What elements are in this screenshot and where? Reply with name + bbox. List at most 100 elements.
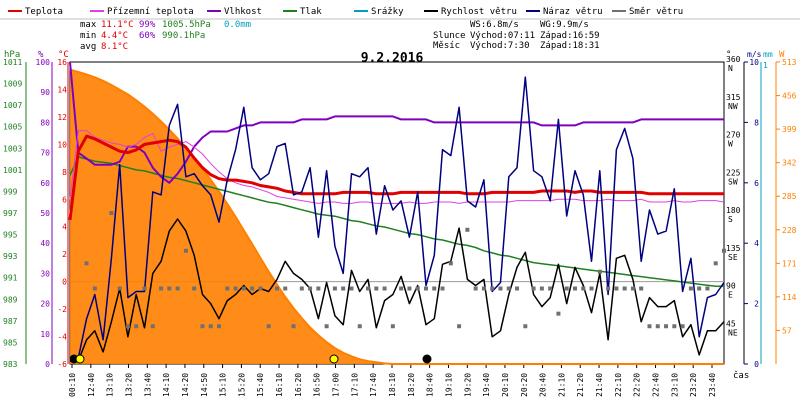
dir-point-76 xyxy=(697,286,702,291)
right-axes: 360N315NW270W225SW180S135SE90E45NE108642… xyxy=(726,55,797,369)
ms-tick-4: 4 xyxy=(754,239,759,248)
dir-point-34 xyxy=(349,286,354,291)
deg-tick-270: 270 xyxy=(726,131,741,140)
w-tick-513: 513 xyxy=(782,58,797,67)
dir-point-58 xyxy=(548,286,553,291)
dir-point-66 xyxy=(614,286,619,291)
dir-point-32 xyxy=(332,286,337,291)
dir-point-46 xyxy=(448,261,453,266)
dir-point-45 xyxy=(440,286,445,291)
w-tick-57: 57 xyxy=(782,326,792,335)
dir-point-37 xyxy=(374,286,379,291)
legend-label-3: Tlak xyxy=(300,7,322,17)
stats-min-label: min xyxy=(80,31,96,41)
dir-point-48 xyxy=(465,227,470,232)
time-tick-20: 19:10 xyxy=(444,373,453,397)
mm-unit: mm xyxy=(763,50,773,59)
dir-point-63 xyxy=(589,286,594,291)
dir-point-21 xyxy=(241,286,246,291)
dir-point-19 xyxy=(225,286,230,291)
time-tick-0: 00:10 xyxy=(68,373,77,397)
hpa-tick-989: 989 xyxy=(3,295,18,304)
dir-point-50 xyxy=(481,286,486,291)
dir-point-55 xyxy=(523,324,528,329)
dir-point-77 xyxy=(705,286,710,291)
ms-unit: m/s xyxy=(747,50,762,59)
astro-ws: WS:6.8m/s xyxy=(470,20,519,30)
pct-tick-80: 80 xyxy=(40,118,50,127)
dir-point-35 xyxy=(357,324,362,329)
hpa-tick-999: 999 xyxy=(3,187,18,196)
dir-point-69 xyxy=(639,286,644,291)
astro-wg: WG:9.9m/s xyxy=(540,20,589,30)
time-tick-25: 20:40 xyxy=(539,373,548,397)
dir-point-74 xyxy=(680,324,685,329)
deg-tick-45: 45 xyxy=(726,319,736,328)
c-tick-2: 2 xyxy=(62,250,67,259)
hpa-tick-1001: 1001 xyxy=(3,166,22,175)
dir-point-3 xyxy=(92,286,97,291)
time-tick-11: 16:10 xyxy=(275,373,284,397)
hpa-tick-1003: 1003 xyxy=(3,144,22,153)
time-tick-13: 16:50 xyxy=(313,373,322,397)
dir-point-20 xyxy=(233,286,238,291)
ms-tick-8: 8 xyxy=(754,118,759,127)
c-tick-10: 10 xyxy=(57,140,67,149)
dir-point-7 xyxy=(125,324,130,329)
dir-point-47 xyxy=(457,324,462,329)
dir-point-6 xyxy=(117,286,122,291)
dir-point-73 xyxy=(672,324,677,329)
time-tick-17: 18:10 xyxy=(388,373,397,397)
dir-point-18 xyxy=(217,324,222,329)
time-tick-18: 18:20 xyxy=(407,373,416,397)
stats-min-temp: 4.4°C xyxy=(101,31,128,41)
pct-tick-60: 60 xyxy=(40,179,50,188)
dir-point-13 xyxy=(175,286,180,291)
time-tick-28: 21:40 xyxy=(595,373,604,397)
dir-point-14 xyxy=(183,248,188,253)
dir-point-70 xyxy=(647,324,652,329)
time-tick-4: 13:40 xyxy=(143,373,152,397)
stats-max-label: max xyxy=(80,20,97,30)
hpa-tick-1009: 1009 xyxy=(3,80,22,89)
legend: Teplota Přízemní teplota Vlhkost Tlak Srážky… xyxy=(0,7,800,20)
dir-point-56 xyxy=(531,286,536,291)
dir-point-67 xyxy=(622,286,627,291)
dir-point-16 xyxy=(200,324,205,329)
series-vlhkost xyxy=(69,61,724,184)
time-tick-22: 19:40 xyxy=(482,373,491,397)
stats-max-rain: 0.0mm xyxy=(224,20,251,30)
time-axis: 00:10 12:40 13:10 13:20 13:40 14:10 14:20 14:50… xyxy=(68,364,717,397)
dir-point-52 xyxy=(498,286,503,291)
dir-point-5 xyxy=(109,211,114,215)
legend-label-4: Srážky xyxy=(371,7,404,17)
dir-point-54 xyxy=(515,286,520,291)
dir-tick-W: W xyxy=(728,140,733,149)
time-tick-8: 15:10 xyxy=(219,373,228,397)
dir-point-75 xyxy=(688,286,693,291)
dir-point-28 xyxy=(299,286,304,291)
astro-moon-rise: Východ:7:30 xyxy=(470,41,530,51)
time-tick-31: 22:40 xyxy=(652,373,661,397)
hpa-tick-987: 987 xyxy=(3,317,18,326)
dir-tick-E: E xyxy=(728,291,733,300)
stats-min-hum: 60% xyxy=(139,31,156,41)
astro-sun-set: Západ:16:59 xyxy=(540,31,600,41)
c-unit: °C xyxy=(58,50,69,60)
astro-sun-rise: Východ:07:11 xyxy=(470,31,535,41)
dir-point-57 xyxy=(539,286,544,291)
pct-tick-0: 0 xyxy=(45,360,50,369)
series-rychlost-větru xyxy=(70,218,725,362)
dir-point-65 xyxy=(606,286,611,291)
astro-moon-set: Západ:18:31 xyxy=(540,41,600,51)
legend-label-2: Vlhkost xyxy=(224,7,262,17)
pct-tick-90: 90 xyxy=(40,88,50,97)
mm-tick-top: 1 xyxy=(763,61,768,70)
dir-point-43 xyxy=(423,286,428,291)
legend-label-5: Rychlost větru xyxy=(441,7,517,17)
hpa-tick-1011: 1011 xyxy=(3,58,22,67)
series-solar-line xyxy=(69,68,724,365)
stats-min-press: 990.1hPa xyxy=(162,31,205,41)
c-tick--2: -2 xyxy=(57,305,67,314)
